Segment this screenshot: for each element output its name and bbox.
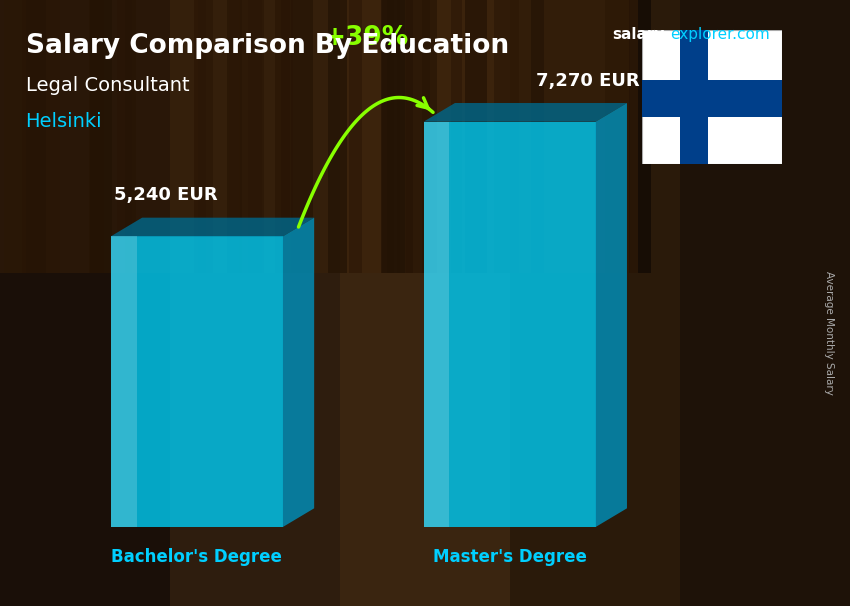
Bar: [117, 0, 132, 273]
Text: 7,270 EUR: 7,270 EUR: [536, 72, 640, 90]
Bar: [328, 0, 347, 273]
Bar: [510, 0, 680, 606]
Polygon shape: [423, 103, 627, 122]
Text: explorer.com: explorer.com: [670, 27, 769, 42]
Bar: [382, 0, 394, 273]
Text: Salary Comparison By Education: Salary Comparison By Education: [26, 33, 508, 59]
Bar: [0, 0, 170, 606]
Text: Legal Consultant: Legal Consultant: [26, 76, 189, 95]
Text: Average Monthly Salary: Average Monthly Salary: [824, 271, 834, 395]
Bar: [90, 0, 112, 273]
Text: 5,240 EUR: 5,240 EUR: [114, 186, 218, 204]
Bar: [605, 0, 630, 273]
Bar: [248, 0, 262, 273]
Polygon shape: [423, 122, 450, 527]
Bar: [451, 0, 462, 273]
Bar: [680, 30, 708, 164]
Bar: [381, 0, 405, 273]
Bar: [170, 0, 340, 606]
Polygon shape: [110, 236, 283, 527]
Bar: [3, 0, 26, 273]
Bar: [397, 0, 412, 273]
Bar: [280, 0, 292, 273]
Bar: [422, 0, 438, 273]
Bar: [0, 0, 638, 273]
Bar: [194, 0, 206, 273]
Bar: [125, 0, 136, 273]
Bar: [229, 0, 241, 273]
Bar: [22, 0, 46, 273]
Polygon shape: [283, 218, 314, 527]
Bar: [239, 0, 264, 273]
Bar: [629, 0, 651, 273]
Bar: [388, 0, 400, 273]
Bar: [228, 0, 242, 273]
Bar: [642, 79, 782, 117]
Bar: [340, 0, 510, 606]
Polygon shape: [423, 122, 596, 527]
Polygon shape: [110, 218, 314, 236]
Bar: [348, 0, 361, 273]
Bar: [465, 0, 487, 273]
Text: salary: salary: [612, 27, 665, 42]
Bar: [680, 0, 850, 606]
Bar: [198, 0, 213, 273]
Polygon shape: [110, 236, 137, 527]
Bar: [494, 0, 518, 273]
Text: +39%: +39%: [323, 25, 408, 51]
Bar: [406, 0, 430, 273]
Bar: [530, 0, 544, 273]
Text: Master's Degree: Master's Degree: [433, 548, 586, 567]
Polygon shape: [596, 103, 627, 527]
Bar: [37, 0, 60, 273]
Bar: [89, 0, 104, 273]
Bar: [275, 0, 290, 273]
Bar: [291, 0, 313, 273]
Text: Bachelor's Degree: Bachelor's Degree: [111, 548, 282, 567]
Text: Helsinki: Helsinki: [26, 112, 102, 131]
